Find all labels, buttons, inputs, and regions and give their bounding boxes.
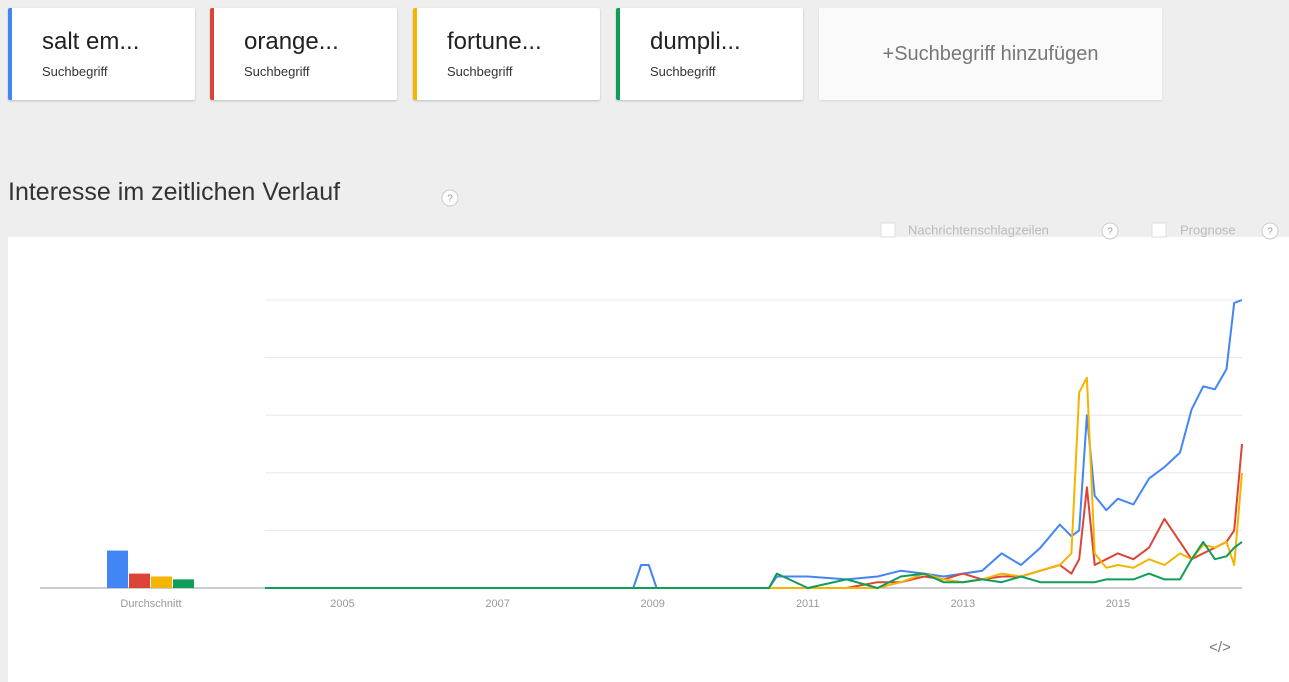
x-tick-label: 2015 [1106,598,1130,610]
average-bar [151,576,172,588]
help-icon-text: ? [1107,227,1113,238]
term-name: salt em... [42,28,140,55]
embed-button[interactable]: </> [1209,639,1231,656]
average-bar [107,550,128,588]
average-label: Durchschnitt [120,598,181,610]
checkbox[interactable] [1151,222,1167,238]
term-name: dumpli... [650,28,741,55]
term-kind: Suchbegriff [650,64,716,79]
series-line [265,299,1243,589]
x-tick-label: 2009 [640,598,664,610]
help-icon-text: ? [1267,227,1273,238]
average-bar [129,573,150,588]
help-icon[interactable] [441,189,459,207]
option-label: Nachrichtenschlagzeilen [908,222,1049,237]
chart-panel [8,237,1289,682]
term-card[interactable]: orange... Suchbegriff [210,8,397,100]
term-kind: Suchbegriff [42,64,108,79]
series-line [265,540,1243,589]
help-icon-text: ? [447,194,453,205]
term-kind: Suchbegriff [244,64,310,79]
x-tick-label: 2013 [951,598,975,610]
section-title: Interesse im zeitlichen Verlauf [8,178,341,206]
term-card[interactable]: dumpli... Suchbegriff [616,8,803,100]
term-card[interactable]: salt em... Suchbegriff [8,8,195,100]
x-tick-label: 2005 [330,598,354,610]
series-line [265,376,1243,589]
help-icon[interactable] [1261,222,1279,240]
checkbox[interactable] [880,222,896,238]
term-kind: Suchbegriff [447,64,513,79]
help-icon[interactable] [1101,222,1119,240]
x-tick-label: 2011 [796,598,820,610]
term-name: orange... [244,28,339,55]
average-bar [173,579,194,588]
option-label: Prognose [1180,222,1236,237]
series-line [265,443,1243,589]
term-card[interactable]: fortune... Suchbegriff [413,8,600,100]
term-name: fortune... [447,28,542,55]
x-tick-label: 2007 [485,598,509,610]
add-term-button[interactable]: +Suchbegriff hinzufügen [819,8,1162,100]
